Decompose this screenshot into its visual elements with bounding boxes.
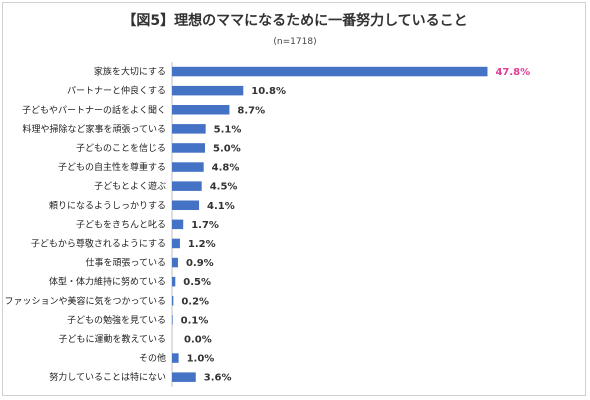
bar	[172, 219, 184, 230]
value-label: 0.5%	[183, 277, 211, 288]
value-label: 10.8%	[251, 86, 286, 97]
category-label: 子どもをきちんと叱る	[76, 219, 166, 230]
category-label: 子どもから尊敬されるようにする	[31, 237, 166, 249]
category-label: 子どものことを信じる	[76, 142, 166, 154]
category-label: 仕事を頑張っている	[85, 257, 166, 269]
bar	[172, 353, 179, 363]
value-label: 4.1%	[207, 201, 235, 212]
category-label: 努力していることは特にない	[49, 371, 166, 383]
value-label: 1.0%	[187, 354, 215, 365]
bar	[172, 105, 230, 115]
value-label: 0.9%	[186, 258, 214, 269]
value-label: 5.1%	[214, 124, 242, 135]
category-label: ファッションや美容に気をつかっている	[4, 295, 166, 307]
bar	[172, 143, 205, 153]
value-label: 4.5%	[210, 182, 238, 193]
value-label: 3.6%	[204, 373, 232, 384]
bar	[172, 162, 204, 172]
category-label: 家族を大切にする	[94, 66, 166, 78]
category-label: 子どもの勉強を見ている	[67, 314, 166, 326]
value-label: 47.8%	[495, 67, 530, 78]
category-label: 子どもやパートナーの話をよく聞く	[22, 104, 166, 116]
value-label: 0.1%	[181, 315, 209, 326]
bar	[172, 181, 202, 191]
bar	[172, 85, 244, 96]
category-labels: 家族を大切にするパートナーと仲良くする子どもやパートナーの話をよく聞く料理や掃除…	[4, 66, 166, 384]
value-labels: 47.8% 10.8% 8.7% 5.1% 5.0% 4.8% 4.5% 4.1% 1.7% 1.…	[181, 67, 531, 384]
value-label: 4.8%	[212, 163, 240, 174]
value-label: 1.2%	[188, 239, 216, 250]
bar	[172, 276, 176, 287]
chart-title: 【図5】理想のママになるために一番努力していること	[122, 13, 468, 29]
chart-subtitle: (n=1718)	[273, 37, 317, 47]
value-label: 5.0%	[213, 143, 241, 154]
bar	[172, 238, 180, 249]
category-label: 体型・体力維持に努めている	[49, 276, 166, 288]
bar	[172, 296, 174, 306]
value-label: 1.7%	[191, 220, 219, 231]
category-label: 子どもとよく遊ぶ	[94, 180, 166, 192]
category-label: 子どもの自主性を尊重する	[58, 161, 166, 173]
bar	[172, 66, 488, 77]
bars	[172, 66, 488, 382]
value-label: 0.0%	[184, 334, 212, 345]
category-label: 子どもに運動を教えている	[58, 333, 166, 345]
category-label: 頼りになるようしっかりする	[49, 200, 166, 211]
bar	[172, 315, 173, 325]
bar	[172, 200, 200, 210]
category-label: 料理や掃除など家事を頑張っている	[22, 123, 166, 135]
value-label: 8.7%	[237, 105, 265, 116]
bar	[172, 124, 206, 134]
category-label: その他	[139, 352, 166, 364]
bar	[172, 372, 196, 382]
category-label: パートナーと仲良くする	[67, 85, 166, 97]
bar	[172, 257, 178, 268]
value-label: 0.2%	[181, 296, 209, 307]
